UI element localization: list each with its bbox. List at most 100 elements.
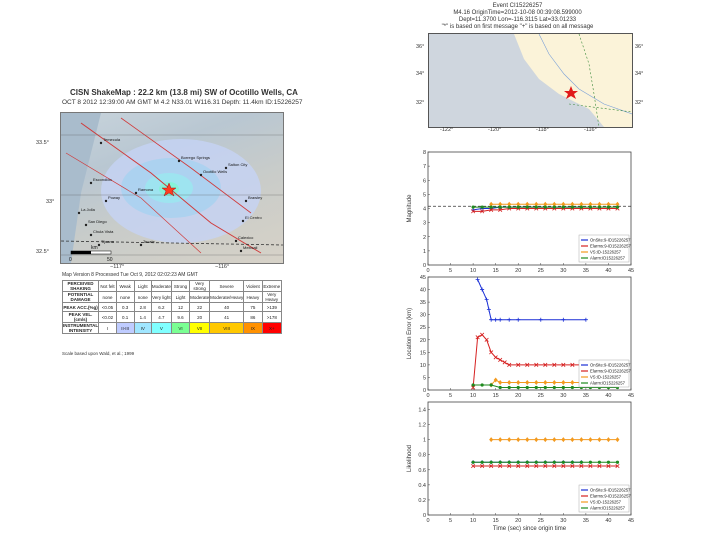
y-tick-label: 0 <box>423 263 426 269</box>
legend-cell: 22 <box>189 302 211 312</box>
legend-row: POTENTIAL DAMAGE none none none Very light Li… <box>61 291 283 303</box>
legend-label: OnSite:9-ID15226257 <box>590 363 631 368</box>
data-point-diamond <box>552 437 557 443</box>
map-lat-tick: 36° <box>416 44 425 50</box>
y-tick-label: 40 <box>420 288 426 294</box>
data-point-x <box>588 463 593 469</box>
data-point-star <box>570 385 574 390</box>
data-point-diamond <box>516 437 521 443</box>
place-label: Calexico <box>238 235 254 240</box>
data-point-star <box>534 460 538 464</box>
scale-label: 0 <box>69 257 72 263</box>
legend-label: Alarm:ID15226257 <box>590 381 626 386</box>
shakemap-title: CISN ShakeMap : 22.2 km (13.8 mi) SW of … <box>70 88 298 97</box>
legend-cell: V <box>150 322 172 334</box>
data-point-star <box>498 205 502 209</box>
data-point-diamond <box>498 379 503 385</box>
place-label: Poway <box>108 195 120 200</box>
data-point-diamond <box>525 379 530 385</box>
y-tick-label: 10 <box>420 363 426 369</box>
ocean-shape <box>61 113 101 263</box>
legend-cell: none <box>115 291 135 303</box>
data-point-x <box>570 362 575 367</box>
place-label: Ramona <box>138 187 154 192</box>
data-point-x <box>516 362 521 367</box>
legend-table-body: PERCEIVED SHAKING Not felt Weak Light Modera… <box>61 280 283 334</box>
shakemap-subtitle: OCT 8 2012 12:39:00 AM GMT M 4.2 N33.01 … <box>62 99 303 106</box>
y-tick-label: 15 <box>420 350 426 356</box>
data-point-diamond <box>570 201 575 207</box>
data-point-star <box>606 205 611 209</box>
x-tick-label: 10 <box>470 268 476 274</box>
data-point-diamond <box>561 201 566 207</box>
data-point-x <box>489 350 494 355</box>
data-point-star <box>516 385 520 390</box>
data-point-diamond <box>561 437 566 443</box>
x-tick-label: 15 <box>493 518 499 524</box>
data-point-x <box>543 463 548 469</box>
place-label: Mexicali <box>243 245 258 250</box>
data-point-star <box>579 205 583 209</box>
data-point-x <box>498 207 503 212</box>
data-point-x <box>489 463 494 469</box>
data-point-star <box>543 460 547 464</box>
data-point-diamond <box>543 201 548 207</box>
legend-label: Elarms:9-ID15226257 <box>590 244 631 249</box>
y-tick-label: 1.2 <box>418 423 426 429</box>
legend-cell: <0.02 <box>98 311 117 323</box>
shakemap-map-graphic: Temecula Borrego Springs Salton City Oco… <box>61 113 283 263</box>
place-label: Ocotillo Wells <box>203 169 227 174</box>
data-point-star <box>525 460 529 464</box>
data-point-star <box>534 205 538 209</box>
data-point-star <box>534 385 538 390</box>
y-tick-label: 5 <box>423 192 426 198</box>
data-point-diamond <box>516 201 521 207</box>
data-point-star <box>588 205 592 209</box>
intensity-legend-table: PERCEIVED SHAKING Not felt Weak Light Modera… <box>61 280 283 334</box>
data-point-diamond <box>534 201 539 207</box>
y-axis-label: Location Error (km) <box>407 308 413 359</box>
place-dot <box>97 243 101 247</box>
data-point-star <box>471 383 475 387</box>
data-point-star <box>579 460 583 464</box>
map-lat-tick: 36° <box>635 44 644 50</box>
place-label: La Jolla <box>81 207 96 212</box>
legend-cell: 75 <box>243 302 263 312</box>
place-label: Borrego Springs <box>181 155 210 160</box>
data-point-x <box>484 337 489 342</box>
data-point-diamond <box>507 201 512 207</box>
legend-cell: VII <box>189 322 211 334</box>
y-tick-label: 0 <box>423 388 426 394</box>
data-point-star <box>606 460 611 464</box>
place-label: Chula Vista <box>93 229 114 234</box>
data-point-diamond <box>498 437 503 443</box>
data-point-x <box>534 362 539 367</box>
data-point-diamond <box>489 437 494 443</box>
legend-row-header: PERCEIVED SHAKING <box>61 280 100 292</box>
y-tick-label: 5 <box>423 375 426 381</box>
data-point-plus <box>489 317 494 322</box>
data-point-star <box>588 460 592 464</box>
data-point-x <box>507 362 512 367</box>
data-point-diamond <box>507 437 512 443</box>
y-axis-label: Magnitude <box>407 194 413 223</box>
data-point-diamond <box>552 379 557 385</box>
legend-cell: II-III <box>115 322 135 334</box>
data-point-x <box>534 463 539 469</box>
data-point-diamond <box>579 437 584 443</box>
epicenter-star-icon <box>161 182 177 197</box>
legend-cell: I <box>98 322 117 334</box>
place-dot <box>224 166 228 170</box>
x-tick-label: 40 <box>605 268 611 274</box>
data-point-star <box>525 205 529 209</box>
scale-label: 50 <box>107 257 113 263</box>
legend-label: Alarm:ID15226257 <box>590 506 626 511</box>
y-tick-label: 25 <box>420 325 426 331</box>
series-line <box>477 279 586 321</box>
map-lon-tick: -118° <box>536 127 549 133</box>
data-point-x <box>475 335 480 340</box>
x-tick-label: 25 <box>538 518 544 524</box>
x-tick-label: 10 <box>470 393 476 399</box>
data-point-diamond <box>588 437 593 443</box>
y-axis-label: Likelihood <box>407 445 413 472</box>
